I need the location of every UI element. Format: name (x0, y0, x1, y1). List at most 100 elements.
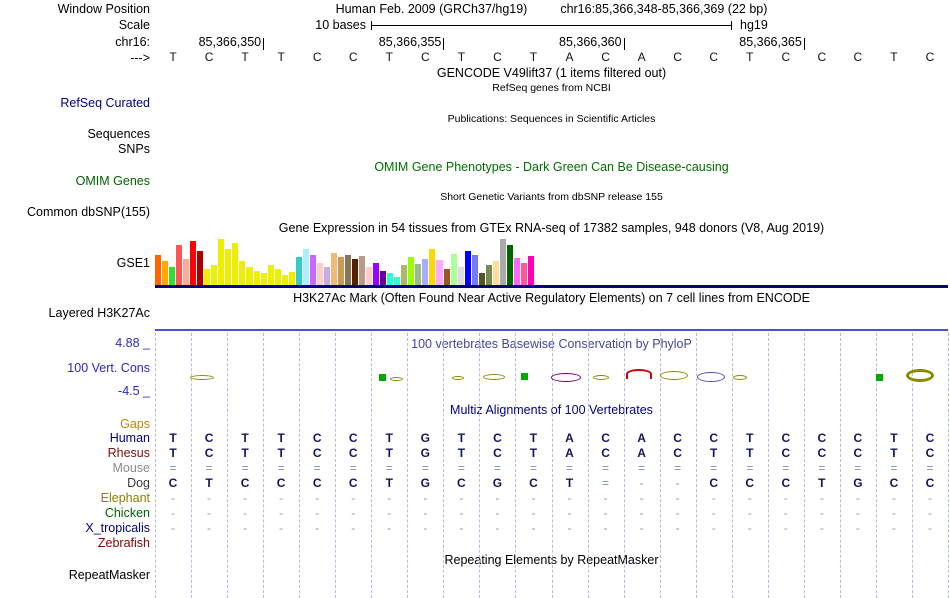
track-label-repeatmasker[interactable]: RepeatMasker (68, 568, 150, 582)
gtex-bar[interactable] (246, 267, 253, 285)
gtex-bar[interactable] (373, 263, 380, 285)
gtex-bar[interactable] (169, 267, 176, 285)
species-label-mouse[interactable]: Mouse (112, 461, 150, 475)
track-label-snps[interactable]: SNPs (118, 142, 150, 156)
gtex-bar[interactable] (527, 256, 534, 285)
dbsnp-title[interactable]: Short Genetic Variants from dbSNP releas… (440, 191, 663, 203)
gtex-bar[interactable] (260, 273, 267, 285)
multiz-title[interactable]: Multiz Alignments of 100 Vertebrates (450, 403, 653, 417)
species-label-elephant[interactable]: Elephant (100, 491, 150, 505)
align-letter: C (781, 431, 791, 445)
gtex-bar[interactable] (211, 265, 218, 285)
gtex-bar[interactable] (267, 265, 274, 285)
align-letter: - (351, 521, 356, 535)
gtex-bar[interactable] (436, 260, 443, 285)
align-letter: - (279, 521, 284, 535)
repeat-title[interactable]: Repeating Elements by RepeatMasker (444, 553, 659, 567)
gtex-bar[interactable] (422, 259, 429, 285)
species-label-dog[interactable]: Dog (127, 476, 150, 490)
align-letter: C (529, 476, 538, 490)
gencode-title[interactable]: GENCODE V49lift37 (1 items filtered out) (436, 66, 667, 80)
h3k27ac-signal-line (155, 329, 948, 331)
gtex-bar[interactable] (330, 253, 337, 285)
gtex-bar[interactable] (380, 271, 387, 285)
grid-line (695, 333, 697, 598)
gtex-bar[interactable] (253, 271, 260, 285)
align-letter: C (889, 476, 899, 490)
scale-value: 10 bases (315, 18, 366, 32)
track-label-sequences[interactable]: Sequences (87, 127, 150, 141)
align-letter: - (711, 491, 716, 505)
gtex-bar[interactable] (359, 256, 366, 285)
gtex-bar[interactable] (197, 251, 204, 285)
track-label-layered-h3k27ac[interactable]: Layered H3K27Ac (48, 306, 150, 320)
gtex-bar[interactable] (176, 245, 183, 285)
gtex-bar[interactable] (295, 257, 302, 285)
gtex-bar[interactable] (478, 273, 485, 285)
conservation-mark (876, 374, 883, 381)
align-letter: T (529, 446, 538, 460)
gtex-bar[interactable] (499, 239, 506, 285)
species-label-human[interactable]: Human (109, 431, 150, 445)
gtex-bar[interactable] (162, 261, 169, 285)
gtex-bar[interactable] (274, 269, 281, 285)
gtex-bar[interactable] (323, 267, 330, 285)
track-label-common-dbsnp[interactable]: Common dbSNP(155) (27, 205, 150, 219)
species-label-chicken[interactable]: Chicken (104, 506, 150, 520)
gtex-bar[interactable] (471, 255, 478, 285)
gtex-bar[interactable] (204, 269, 211, 285)
gtex-bar[interactable] (443, 269, 450, 285)
align-letter: C (493, 446, 502, 460)
gtex-bar[interactable] (415, 264, 422, 285)
species-label-rhesus[interactable]: Rhesus (107, 446, 150, 460)
gtex-bar[interactable] (352, 259, 359, 285)
gtex-bar[interactable] (281, 275, 288, 285)
species-label-zebrafish[interactable]: Zebrafish (97, 536, 150, 550)
align-letter: = (782, 461, 790, 475)
publications-title[interactable]: Publications: Sequences in Scientific Ar… (447, 113, 656, 125)
gtex-bar[interactable] (345, 255, 352, 285)
gtex-bar[interactable] (232, 243, 239, 285)
align-letter: - (243, 506, 248, 520)
gtex-bar[interactable] (225, 249, 232, 285)
gtex-bar[interactable] (366, 267, 373, 285)
track-label-refseq-curated[interactable]: RefSeq Curated (60, 96, 150, 110)
gtex-bar[interactable] (183, 259, 190, 285)
gtex-bar[interactable] (190, 241, 197, 285)
gtex-bar[interactable] (218, 239, 225, 285)
gtex-bar[interactable] (387, 273, 394, 285)
gtex-bar[interactable] (394, 277, 401, 285)
gtex-bar[interactable] (457, 267, 464, 285)
track-label-100-vert-cons[interactable]: 100 Vert. Cons (67, 361, 150, 375)
omim-title[interactable]: OMIM Gene Phenotypes - Dark Green Can Be… (374, 160, 729, 174)
track-label-gse1[interactable]: GSE1 (116, 256, 150, 270)
align-letter: = (566, 461, 574, 475)
h3k27ac-title[interactable]: H3K27Ac Mark (Often Found Near Active Re… (293, 291, 810, 305)
gtex-bar[interactable] (485, 265, 492, 285)
gtex-bar[interactable] (520, 263, 527, 285)
gtex-bar[interactable] (337, 257, 344, 285)
gtex-bar[interactable] (239, 261, 246, 285)
align-letter: - (639, 491, 644, 505)
species-label-x-tropicalis[interactable]: X_tropicalis (85, 521, 150, 535)
gtex-bar[interactable] (492, 261, 499, 285)
align-letter: - (243, 491, 248, 505)
gtex-bar[interactable] (464, 251, 471, 285)
gtex-bar[interactable] (408, 257, 415, 285)
gtex-bar[interactable] (401, 265, 408, 285)
gtex-bar[interactable] (429, 249, 436, 285)
gtex-bar[interactable] (513, 258, 520, 285)
gtex-bar[interactable] (288, 272, 295, 285)
species-label-gaps[interactable]: Gaps (120, 417, 150, 431)
refseq-subtitle[interactable]: RefSeq genes from NCBI (492, 82, 611, 94)
gtex-title[interactable]: Gene Expression in 54 tissues from GTEx … (278, 221, 825, 235)
gtex-bar[interactable] (155, 255, 162, 285)
align-letter: - (639, 521, 644, 535)
align-letter: C (925, 476, 935, 490)
gtex-bar[interactable] (450, 254, 457, 285)
gtex-bar[interactable] (316, 263, 323, 285)
gtex-bar[interactable] (309, 255, 316, 285)
gtex-bar[interactable] (506, 245, 513, 285)
gtex-bar[interactable] (302, 249, 309, 285)
track-label-omim-genes[interactable]: OMIM Genes (75, 174, 150, 188)
